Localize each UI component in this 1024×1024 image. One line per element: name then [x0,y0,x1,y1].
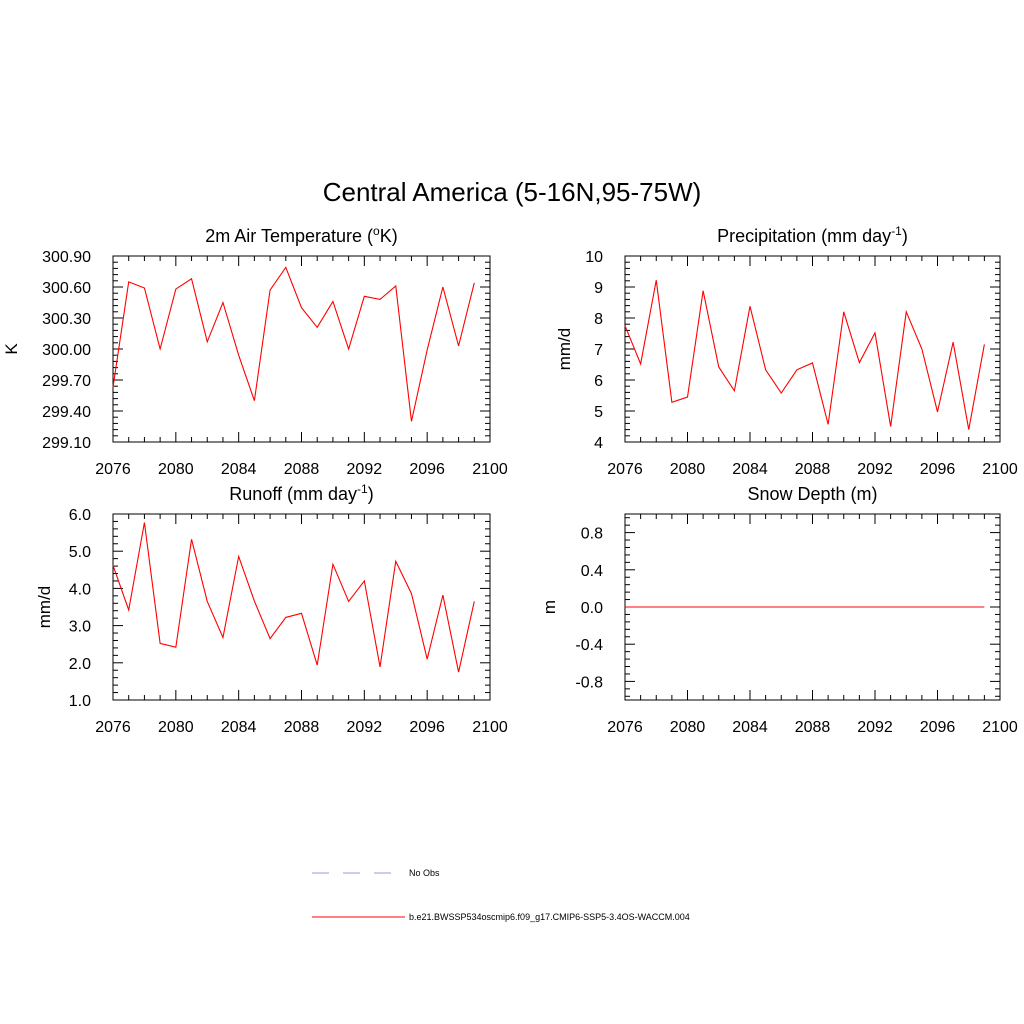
panel-title: Snow Depth (m) [747,484,877,504]
y-tick-label: 6 [594,373,603,390]
x-tick-label: 2080 [670,719,706,736]
x-tick-label: 2096 [920,719,956,736]
y-tick-label: 8 [594,311,603,328]
y-tick-label: 300.30 [42,311,91,328]
x-tick-label: 2080 [158,719,194,736]
series-line [112,266,475,422]
x-tick-label: 2092 [347,719,383,736]
x-tick-label: 2100 [472,461,508,478]
x-tick-label: 2088 [795,719,831,736]
x-tick-label: 2076 [607,719,643,736]
legend: No Obs b.e21.BWSSP534oscmip6.f09_g17.CMI… [312,868,690,922]
y-tick-label: 299.10 [42,435,91,452]
x-tick-label: 2100 [472,719,508,736]
panel-3: 2076 2080 2084 2088 2092 2096 2100 1.0 2.0 3.0 4.0… [35,482,508,736]
y-tick-label: -0.8 [575,674,603,691]
x-tick-label: 2080 [158,461,194,478]
y-tick-label: 299.40 [42,404,91,421]
x-tick-label: 2088 [795,461,831,478]
x-tick-label: 2080 [670,461,706,478]
y-tick-label: 2.0 [69,656,91,673]
y-tick-label: 0.4 [581,563,603,580]
y-tick-label: 5.0 [69,544,91,561]
legend-no-obs-label: No Obs [409,868,440,878]
x-tick-label: 2076 [95,719,131,736]
panel-2: 2076 2080 2084 2088 2092 2096 2100 4 5 6 7 8 9 10 mm/d… [555,224,1018,478]
y-tick-label: 300.90 [42,249,91,266]
y-tick-label: 300.00 [42,342,91,359]
x-tick-label: 2088 [284,461,320,478]
series-line [624,280,985,430]
y-axis-label: mm/d [555,328,574,371]
x-tick-label: 2096 [409,719,445,736]
x-tick-label: 2096 [920,461,956,478]
panel-frame [112,255,491,443]
x-tick-label: 2084 [221,461,257,478]
y-tick-label: 7 [594,342,603,359]
panel-4: 2076 2080 2084 2088 2092 2096 2100 -0.8 -0.4 0.0 0… [540,484,1018,736]
y-tick-label: 5 [594,404,603,421]
y-tick-label: 3.0 [69,619,91,636]
y-tick-label: 10 [585,249,603,266]
legend-model-label: b.e21.BWSSP534oscmip6.f09_g17.CMIP6-SSP5… [409,912,690,922]
x-tick-label: 2084 [732,461,768,478]
panels: 2076 2080 2084 2088 2092 2096 2100 299.10 299.40… [2,224,1018,736]
x-tick-label: 2076 [95,461,131,478]
panel-1: 2076 2080 2084 2088 2092 2096 2100 299.10 299.40… [2,224,508,478]
x-tick-label: 2096 [409,461,445,478]
y-tick-label: 1.0 [69,693,91,710]
y-tick-label: 6.0 [69,507,91,524]
x-tick-label: 2100 [982,719,1018,736]
panel-title: Precipitation (mm day-1) [717,224,908,246]
panel-frame [624,255,1001,443]
y-tick-label: 9 [594,280,603,297]
y-axis-label: m [540,600,559,614]
y-tick-label: 300.60 [42,280,91,297]
y-tick-label: 0.8 [581,526,603,543]
panel-title: Runoff (mm day-1) [229,482,373,504]
y-tick-label: 4.0 [69,581,91,598]
figure-title: Central America (5-16N,95-75W) [323,177,702,207]
x-tick-label: 2088 [284,719,320,736]
y-tick-label: -0.4 [575,637,603,654]
x-tick-label: 2092 [857,461,893,478]
series-line [112,522,475,673]
y-tick-label: 0.0 [581,600,603,617]
y-axis-label: K [2,343,21,355]
x-tick-label: 2084 [732,719,768,736]
y-axis-label: mm/d [35,586,54,629]
x-tick-label: 2076 [607,461,643,478]
x-tick-label: 2100 [982,461,1018,478]
panel-title: 2m Air Temperature (oK) [205,224,397,246]
x-tick-label: 2092 [857,719,893,736]
y-tick-label: 299.70 [42,373,91,390]
x-tick-label: 2084 [221,719,257,736]
x-tick-label: 2092 [347,461,383,478]
y-tick-label: 4 [594,435,603,452]
panel-frame [112,513,491,701]
